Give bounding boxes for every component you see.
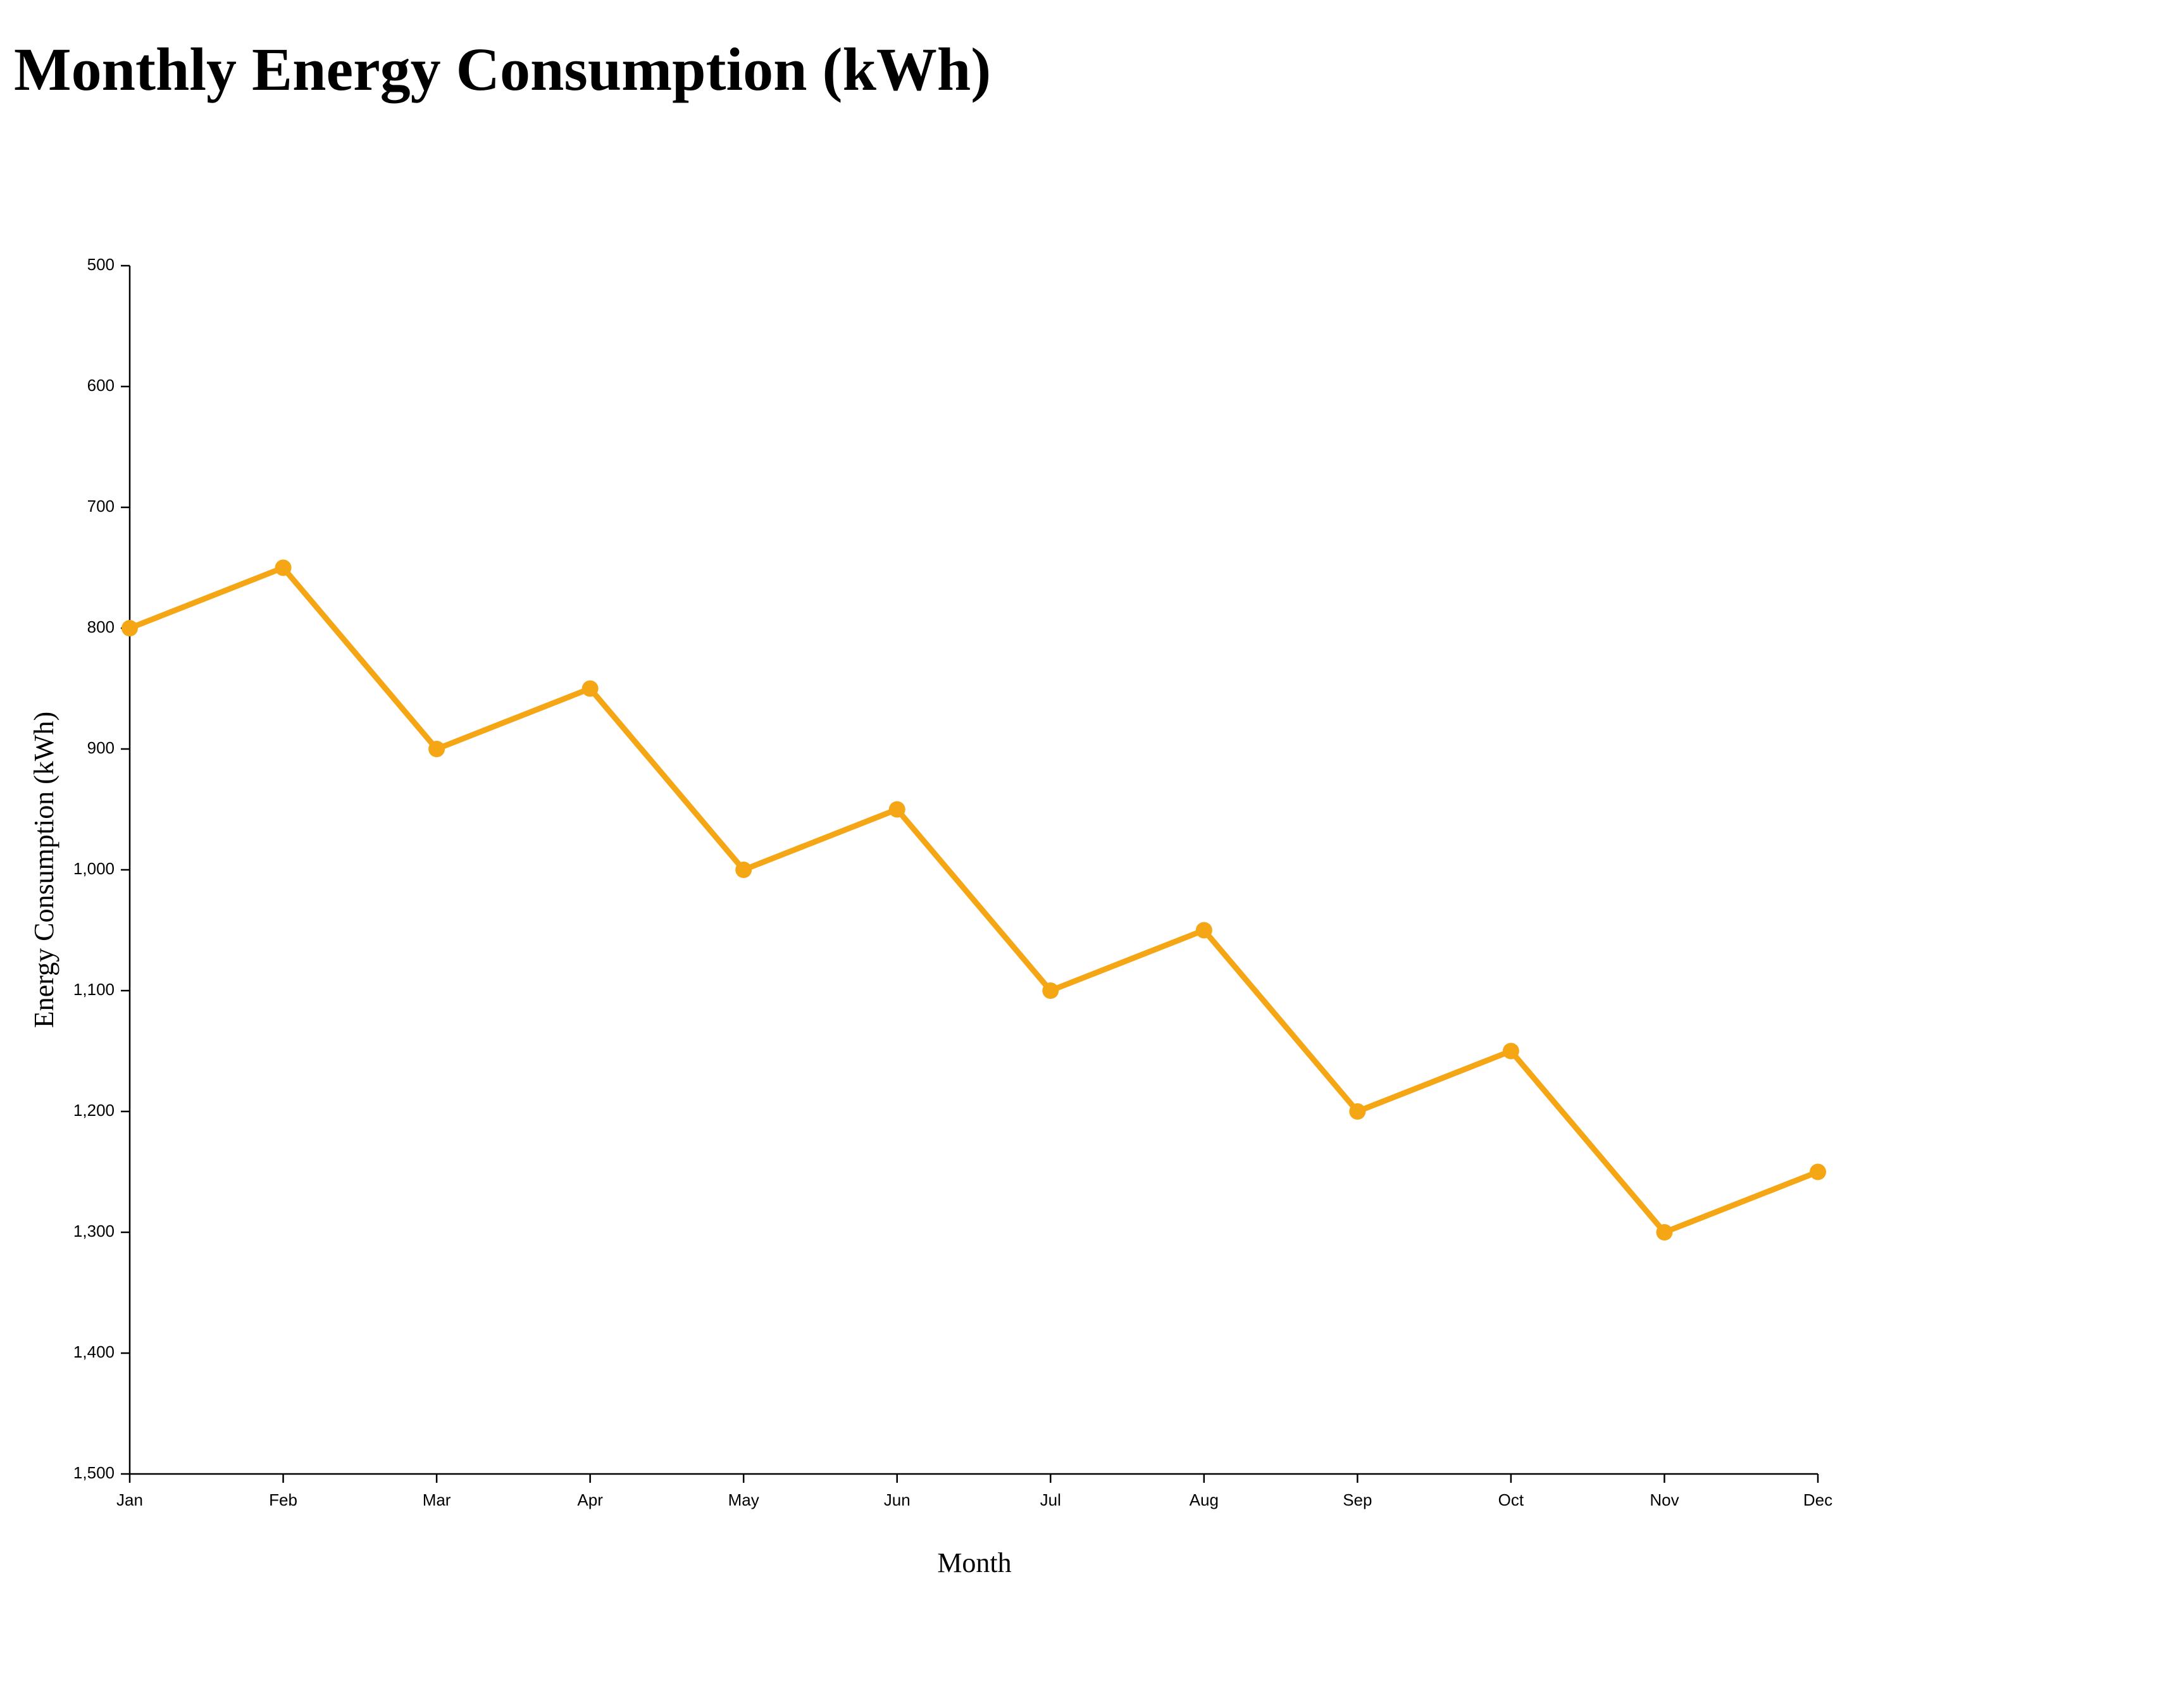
x-tick-label: Jan (116, 1490, 143, 1509)
x-tick-label: Dec (1803, 1490, 1832, 1509)
data-point (1810, 1163, 1826, 1180)
data-point (1042, 982, 1059, 999)
x-tick-label: Jul (1040, 1490, 1061, 1509)
x-tick-label: Oct (1498, 1490, 1524, 1509)
data-point (121, 620, 138, 636)
y-tick-label: 900 (87, 738, 115, 757)
y-tick-label: 600 (87, 376, 115, 395)
y-axis: 500 600 700 800 900 1,000 1,100 1,200 1,300 1,400… (73, 255, 131, 1482)
x-tick-label: Jun (884, 1490, 911, 1509)
x-tick-label: Aug (1190, 1490, 1219, 1509)
data-point (1656, 1224, 1673, 1241)
y-tick-label: 700 (87, 497, 115, 516)
series-layer (121, 559, 1826, 1241)
x-tick-label: Feb (269, 1490, 297, 1509)
data-point (735, 862, 752, 878)
x-tick-label: Apr (577, 1490, 603, 1509)
data-point (1502, 1043, 1519, 1060)
data-point (275, 559, 292, 576)
x-axis-title: Month (937, 1547, 1011, 1578)
y-tick-label: 800 (87, 617, 115, 636)
data-point (1195, 922, 1212, 939)
chart-title: Monthly Energy Consumption (kWh) (14, 35, 992, 103)
series-line (127, 565, 1821, 1235)
y-axis-title: Energy Consumption (kWh) (28, 712, 59, 1028)
y-tick-label: 1,400 (73, 1342, 115, 1361)
y-tick-label: 1,300 (73, 1222, 115, 1241)
y-tick-label: 1,200 (73, 1101, 115, 1120)
x-tick-label: Sep (1343, 1490, 1372, 1509)
y-tick-label: 1,500 (73, 1463, 115, 1482)
y-tick-label: 1,100 (73, 980, 115, 999)
y-tick-label: 500 (87, 255, 115, 274)
y-tick-label: 1,000 (73, 859, 115, 878)
data-point (581, 680, 599, 697)
x-tick-label: May (728, 1490, 759, 1509)
data-point (428, 741, 445, 757)
data-point (1349, 1103, 1366, 1120)
x-tick-label: Mar (423, 1490, 451, 1509)
x-tick-label: Nov (1650, 1490, 1679, 1509)
x-axis: Jan Feb Mar Apr May Jun Jul Aug Sep Oct Nov Dec (116, 1473, 1832, 1509)
data-point (888, 801, 905, 818)
